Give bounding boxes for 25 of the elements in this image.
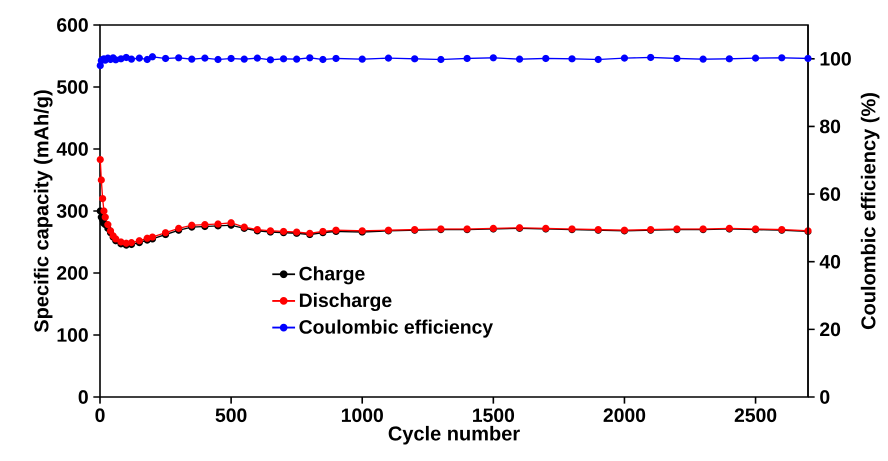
y2-tick-label: 20 <box>820 322 840 336</box>
legend-label: Discharge <box>300 292 392 312</box>
y-tick-label: 600 <box>57 18 88 32</box>
y-tick-label: 400 <box>56 142 88 156</box>
x-tick-label: 500 <box>216 408 246 422</box>
y-axis-title: Specific capacity (mAh/g) <box>34 90 53 332</box>
x-tick-label: 2000 <box>604 408 646 422</box>
x-axis-title: Cycle number <box>388 426 520 445</box>
y-tick-label: 100 <box>58 328 88 342</box>
y2-tick-label: 100 <box>820 52 851 66</box>
y-tick-label: 500 <box>56 80 88 94</box>
y2-tick-label: 40 <box>820 254 840 269</box>
y2-tick-label: 60 <box>820 187 840 201</box>
x-tick-label: 1000 <box>342 408 383 422</box>
legend-label: Coulombic efficiency <box>299 320 493 338</box>
y-tick-label: 200 <box>57 266 88 280</box>
y-tick-label: 0 <box>78 390 88 404</box>
y2-tick-label: 80 <box>820 120 840 134</box>
y2-tick-label: 0 <box>820 390 830 404</box>
x-tick-label: 2500 <box>734 408 776 422</box>
x-tick-label: 0 <box>95 408 105 422</box>
y-tick-label: 300 <box>56 204 88 218</box>
legend-label: Charge <box>299 266 365 284</box>
y2-axis-title: Coulombic efficiency (%) <box>860 93 880 330</box>
x-tick-label: 1500 <box>473 408 514 422</box>
